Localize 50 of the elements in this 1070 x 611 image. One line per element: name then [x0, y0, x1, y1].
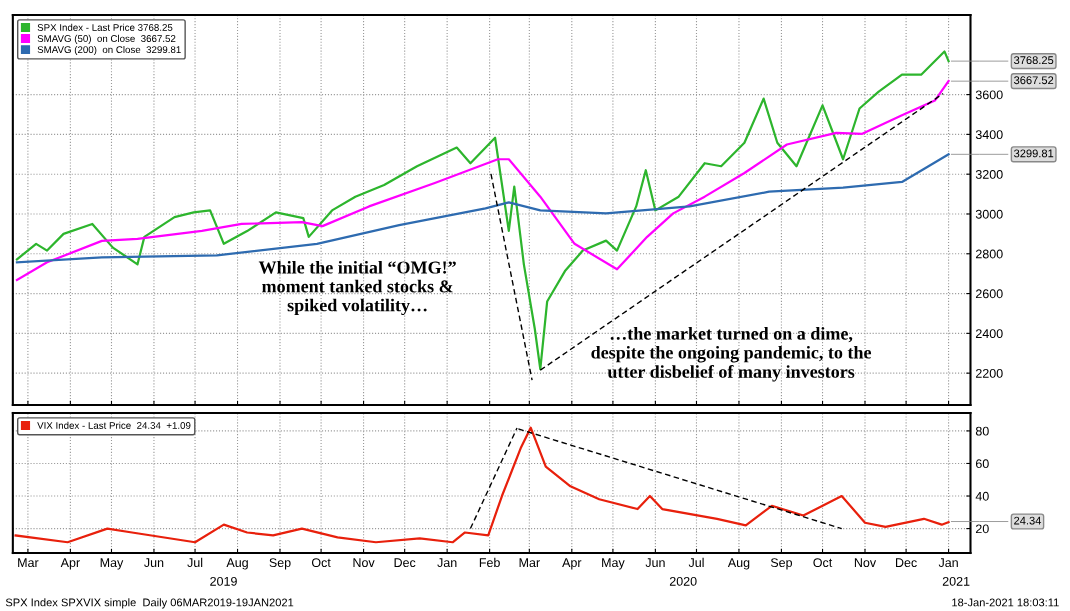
annotation: While the initial “OMG!” moment tanked stocks & spiked volatility…: [258, 260, 456, 316]
y-tick-label: 2200: [975, 368, 1003, 378]
text: 2019: [210, 576, 237, 586]
x-tick-label: Mar: [519, 558, 540, 568]
x-tick-label: Jul: [187, 557, 203, 568]
y-tick-label: 2400: [975, 329, 1003, 339]
x-tick-label: Nov: [854, 558, 877, 568]
x-tick-label: Aug: [727, 558, 750, 570]
legend-label: SMAVG (50) on Close 3667.52: [37, 34, 176, 44]
x-tick-label: Dec: [394, 558, 416, 568]
annotation: …the market turned on a dime, despite the ongoing pandemic, to the utter disbelief of many investors: [591, 327, 872, 382]
annotation: 3667.52: [1014, 76, 1054, 85]
legend-label: SPX Index - Last Price 3768.25: [37, 23, 173, 31]
legend-label: SMAVG (200) on Close 3299.81: [37, 45, 181, 55]
annotation: 24.34: [1014, 516, 1042, 525]
x-tick-label: Dec: [896, 558, 917, 568]
x-tick-label: May: [100, 558, 124, 570]
y-tick-label: 40: [975, 491, 989, 501]
x-tick-label: Feb: [479, 557, 500, 568]
x-tick-label: Sep: [269, 558, 291, 570]
x-tick-label: Apr: [60, 558, 80, 570]
x-tick-label: Jun: [144, 558, 164, 568]
x-tick-label: Aug: [226, 558, 248, 570]
text: 18-Jan-2021 18:03:11: [952, 598, 1059, 607]
y-tick-label: 3200: [975, 169, 1003, 179]
x-tick-label: Mar: [18, 558, 39, 568]
annotation: 3768.25: [1014, 56, 1054, 65]
y-tick-label: 3400: [975, 130, 1003, 140]
legend-label: VIX Index - Last Price 24.34 +1.09: [37, 421, 191, 429]
y-tick-label: 3000: [975, 209, 1003, 219]
y-tick-label: 2800: [975, 249, 1003, 259]
x-tick-label: Jan: [437, 558, 457, 568]
y-tick-label: 60: [975, 459, 989, 469]
text: SPX Index SPXVIX simple Daily 06MAR2019-19JAN2021: [5, 598, 294, 609]
text: 2020: [669, 576, 697, 586]
y-tick-label: 3600: [975, 90, 1003, 100]
x-tick-label: Nov: [353, 558, 375, 568]
x-tick-label: Oct: [813, 558, 833, 568]
y-tick-label: 20: [975, 524, 989, 534]
x-tick-label: Jul: [688, 557, 704, 568]
x-tick-label: Oct: [311, 558, 331, 568]
x-tick-label: Sep: [770, 558, 793, 570]
x-tick-label: May: [602, 558, 625, 570]
x-tick-label: Apr: [562, 558, 582, 570]
x-tick-label: Jun: [645, 558, 665, 568]
annotation: 3299.81: [1014, 149, 1054, 158]
text: 2021: [942, 576, 970, 586]
x-tick-label: Jan: [938, 558, 958, 568]
y-tick-label: 80: [975, 426, 989, 436]
y-tick-label: 2600: [975, 289, 1003, 299]
